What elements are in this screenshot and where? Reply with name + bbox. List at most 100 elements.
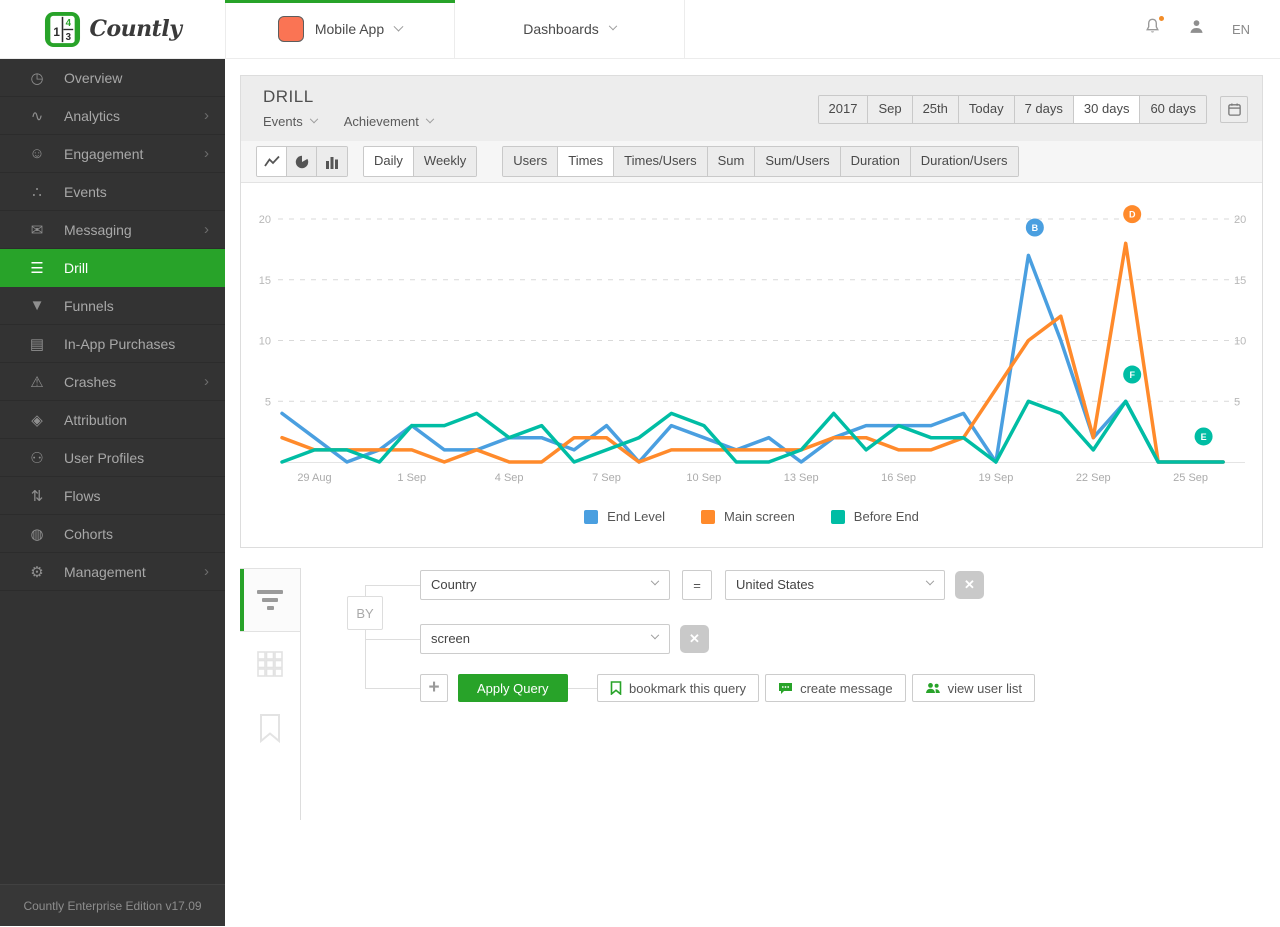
view-user-list-button[interactable]: view user list (911, 674, 1035, 702)
event-type-dropdown[interactable]: Events (263, 114, 318, 129)
metric-button-duration-users[interactable]: Duration/Users (910, 147, 1018, 176)
chevron-right-icon: › (204, 373, 209, 390)
date-button-sep[interactable]: Sep (868, 96, 913, 123)
metric-button-sum-users[interactable]: Sum/Users (755, 147, 841, 176)
svg-text:1 Sep: 1 Sep (397, 472, 426, 484)
sidebar-item-in-app-purchases[interactable]: ▤ In-App Purchases (0, 325, 225, 363)
filter-icon: ☰ (30, 259, 44, 277)
tab-bookmarks[interactable] (240, 696, 300, 760)
chevron-down-icon (650, 630, 660, 640)
drill-filters: Events Achievement (263, 114, 1262, 129)
chevron-down-icon (650, 576, 660, 586)
metric-button-times[interactable]: Times (558, 147, 615, 176)
chevron-down-icon (393, 21, 404, 32)
dashboards-menu[interactable]: Dashboards (455, 0, 685, 58)
sidebar-item-management[interactable]: ⚙ Management › (0, 553, 225, 591)
sidebar-item-attribution[interactable]: ◈ Attribution (0, 401, 225, 439)
sidebar-item-events[interactable]: ∴ Events (0, 173, 225, 211)
date-button-2017[interactable]: 2017 (818, 96, 869, 123)
tab-table[interactable] (240, 632, 300, 696)
event-dropdown[interactable]: Achievement (343, 114, 435, 129)
by-field-select[interactable]: screen (420, 624, 670, 654)
delete-filter-button[interactable]: ✕ (955, 571, 984, 599)
legend-item-end-level[interactable]: End Level (584, 509, 665, 524)
sidebar-item-cohorts[interactable]: ◍ Cohorts (0, 515, 225, 553)
sidebar-item-label: Messaging (64, 221, 132, 238)
filter-icon (257, 590, 283, 610)
sidebar-item-drill[interactable]: ☰ Drill (0, 249, 225, 287)
filter-value-select[interactable]: United States (725, 570, 945, 600)
sidebar-item-flows[interactable]: ⇅ Flows (0, 477, 225, 515)
tab-filters[interactable] (240, 568, 300, 632)
metric-button-sum[interactable]: Sum (707, 147, 756, 176)
funnel-icon: ▼ (29, 297, 45, 314)
chevron-right-icon: › (204, 221, 209, 238)
apply-query-button[interactable]: Apply Query (458, 674, 568, 702)
sidebar-item-user-profiles[interactable]: ⚇ User Profiles (0, 439, 225, 477)
date-button-7-days[interactable]: 7 days (1014, 96, 1074, 123)
users-icon: ⚇ (30, 449, 44, 467)
calendar-icon (1227, 103, 1241, 116)
legend-swatch (584, 509, 599, 524)
line-chart-icon (263, 155, 280, 167)
metric-button-users[interactable]: Users (503, 147, 559, 176)
app-selector[interactable]: Mobile App (225, 0, 455, 58)
metric-selector: Users Times Times/Users Sum Sum/Users Duratio… (502, 146, 1019, 177)
date-button-today[interactable]: Today (958, 96, 1015, 123)
action-button-label: create message (800, 680, 893, 696)
filter-field-select[interactable]: Country (420, 570, 670, 600)
delete-by-button[interactable]: ✕ (680, 625, 709, 653)
dashboards-label: Dashboards (523, 21, 599, 37)
chevron-down-icon (309, 114, 318, 123)
date-button-60-days[interactable]: 60 days (1140, 96, 1206, 123)
sidebar-item-funnels[interactable]: ▼ Funnels (0, 287, 225, 325)
chart-legend: End Level Main screen Before End (241, 509, 1262, 524)
sidebar-item-label: Analytics (64, 107, 121, 124)
sidebar-item-label: Management (64, 563, 146, 580)
connector-line (365, 688, 420, 689)
language-selector[interactable]: EN (1231, 21, 1250, 37)
user-group-icon (925, 683, 940, 693)
svg-text:4 Sep: 4 Sep (495, 472, 524, 484)
pulse-icon: ∿ (30, 107, 44, 125)
metric-button-duration[interactable]: Duration (840, 147, 911, 176)
dots-icon: ∴ (32, 183, 42, 201)
sidebar-item-label: Events (64, 183, 107, 200)
svg-text:10 Sep: 10 Sep (686, 472, 721, 484)
sidebar-item-analytics[interactable]: ∿ Analytics › (0, 97, 225, 135)
account-button[interactable] (1188, 18, 1205, 40)
period-button-daily[interactable]: Daily (364, 147, 414, 176)
drill-chart[interactable]: 5 5 10 10 15 15 20 20 29 Aug 1 Sep 4 Sep 7 Sep 10 Se… (241, 183, 1262, 505)
chart-type-line-button[interactable] (257, 147, 287, 176)
legend-swatch (700, 509, 715, 524)
legend-item-before-end[interactable]: Before End (830, 509, 919, 524)
sidebar-footer: Countly Enterprise Edition v17.09 (0, 884, 225, 926)
legend-item-main-screen[interactable]: Main screen (700, 509, 795, 524)
period-selector: Daily Weekly (363, 146, 478, 177)
metric-button-times-users[interactable]: Times/Users (614, 147, 708, 176)
add-filter-button[interactable]: + (420, 674, 448, 702)
sidebar-item-engagement[interactable]: ☺ Engagement › (0, 135, 225, 173)
period-button-weekly[interactable]: Weekly (413, 147, 477, 176)
chevron-right-icon: › (204, 145, 209, 162)
by-label-box: BY (347, 596, 383, 630)
create-message-button[interactable]: create message (765, 674, 906, 702)
chart-type-bar-button[interactable] (317, 147, 347, 176)
operator-box[interactable]: = (682, 570, 712, 600)
sidebar-item-label: Engagement (64, 145, 144, 162)
sidebar-item-messaging[interactable]: ✉ Messaging › (0, 211, 225, 249)
sidebar-item-crashes[interactable]: ⚠ Crashes › (0, 363, 225, 401)
date-button-30-days[interactable]: 30 days (1073, 96, 1141, 123)
date-button-25th[interactable]: 25th (912, 96, 959, 123)
calendar-button[interactable] (1220, 96, 1248, 123)
connector-line (553, 688, 597, 689)
chart-type-pie-button[interactable] (287, 147, 317, 176)
sidebar-item-overview[interactable]: ◷ Overview (0, 59, 225, 97)
filter-value: United States (736, 577, 815, 592)
event-label: Achievement (343, 114, 419, 129)
notifications-button[interactable] (1144, 15, 1164, 41)
bookmark-this-query-button[interactable]: bookmark this query (597, 674, 760, 702)
sidebar-item-label: Funnels (64, 297, 114, 314)
svg-text:29 Aug: 29 Aug (297, 472, 331, 484)
svg-text:20: 20 (1234, 214, 1246, 226)
